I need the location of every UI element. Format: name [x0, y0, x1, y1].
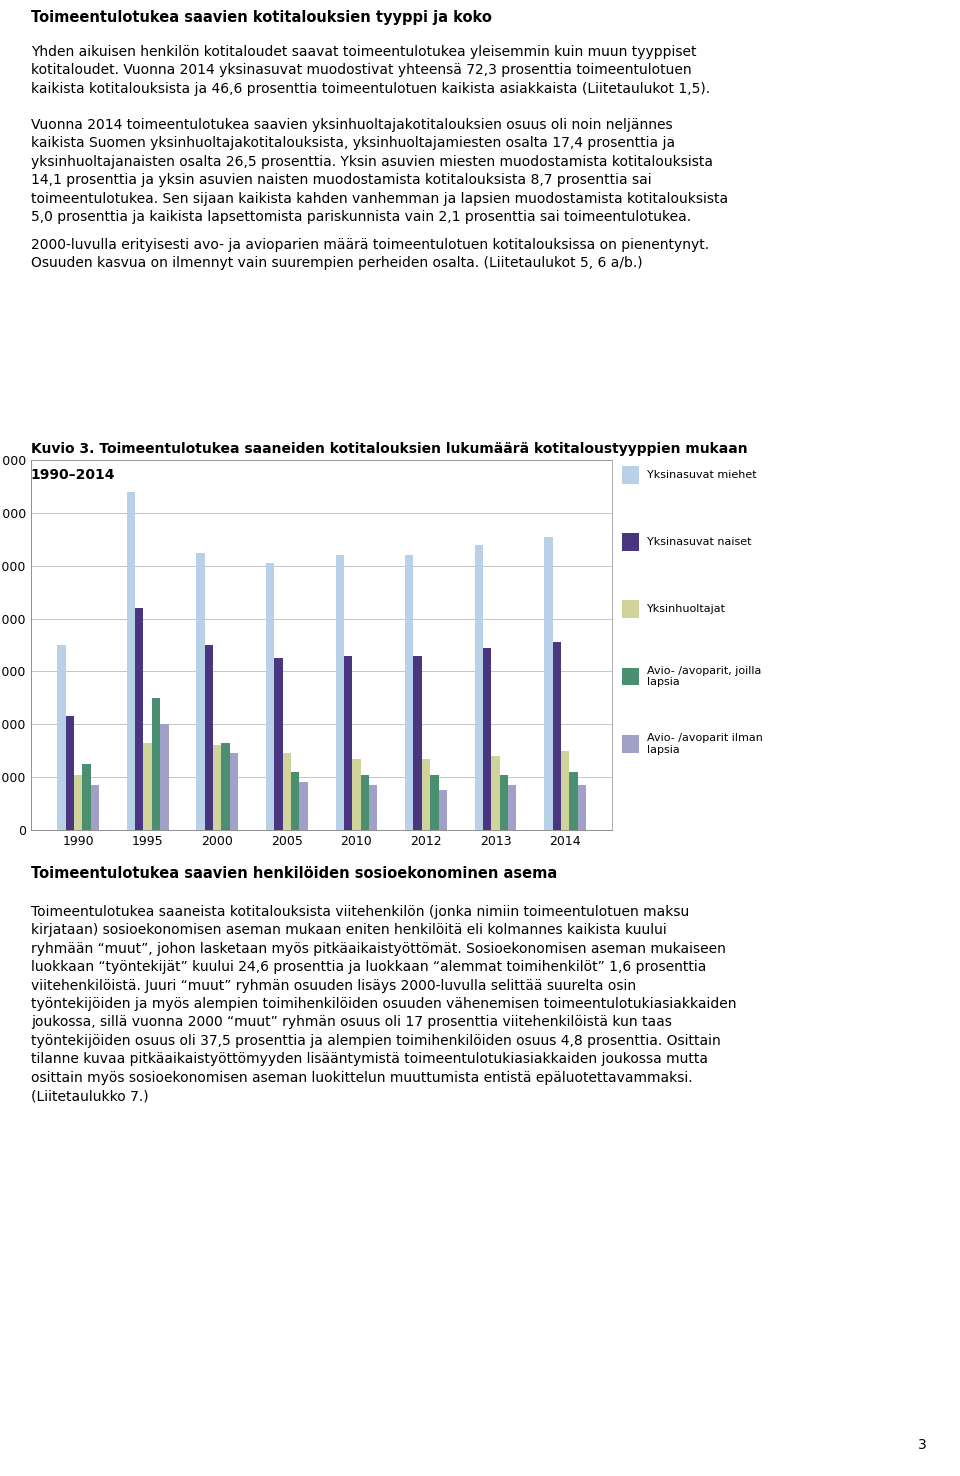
Bar — [335, 555, 344, 830]
Bar — [430, 775, 439, 830]
Bar — [160, 725, 169, 830]
Bar — [275, 658, 282, 830]
Bar — [74, 775, 83, 830]
Text: Vuonna 2014 toimeentulotukea saavien yksinhuoltajakotitalouksien osuus oli noin : Vuonna 2014 toimeentulotukea saavien yks… — [31, 118, 728, 224]
Bar — [135, 608, 143, 830]
Bar — [197, 552, 204, 830]
Bar — [369, 785, 377, 830]
Text: Avio- /avoparit ilman
lapsia: Avio- /avoparit ilman lapsia — [647, 734, 763, 754]
Bar — [266, 562, 275, 830]
Bar — [474, 545, 483, 830]
Text: Yksinasuvat naiset: Yksinasuvat naiset — [647, 537, 752, 548]
Text: Toimeentulotukea saaneista kotitalouksista viitehenkilön (jonka nimiin toimeentu: Toimeentulotukea saaneista kotitalouksis… — [31, 905, 736, 1103]
Bar — [65, 716, 74, 830]
Text: Yhden aikuisen henkilön kotitaloudet saavat toimeentulotukea yleisemmin kuin muu: Yhden aikuisen henkilön kotitaloudet saa… — [31, 44, 709, 96]
Text: Kuvio 3. Toimeentulotukea saaneiden kotitalouksien lukumäärä kotitaloustyyppien : Kuvio 3. Toimeentulotukea saaneiden koti… — [31, 441, 747, 456]
Bar — [204, 645, 213, 830]
Bar — [344, 655, 352, 830]
Text: 2000-luvulla erityisesti avo- ja avioparien määrä toimeentulotuen kotitalouksiss: 2000-luvulla erityisesti avo- ja aviopar… — [31, 238, 708, 270]
Bar — [229, 753, 238, 830]
Bar — [213, 745, 222, 830]
Bar — [553, 642, 561, 830]
Text: 3: 3 — [918, 1439, 926, 1452]
Bar — [421, 759, 430, 830]
Bar — [361, 775, 369, 830]
Bar — [561, 751, 569, 830]
Bar — [83, 765, 90, 830]
Bar — [578, 785, 586, 830]
Bar — [483, 648, 492, 830]
Bar — [127, 492, 135, 830]
Text: 1990–2014: 1990–2014 — [31, 468, 115, 483]
Bar — [569, 772, 578, 830]
Bar — [544, 537, 553, 830]
Bar — [352, 759, 361, 830]
Bar — [282, 753, 291, 830]
Bar — [405, 555, 414, 830]
Bar — [90, 785, 99, 830]
Bar — [508, 785, 516, 830]
Bar — [291, 772, 300, 830]
Bar — [143, 742, 152, 830]
Text: Toimeentulotukea saavien henkilöiden sosioekonominen asema: Toimeentulotukea saavien henkilöiden sos… — [31, 866, 557, 881]
Text: Yksinhuoltajat: Yksinhuoltajat — [647, 604, 726, 614]
Text: Toimeentulotukea saavien kotitalouksien tyyppi ja koko: Toimeentulotukea saavien kotitalouksien … — [31, 10, 492, 25]
Bar — [300, 782, 308, 830]
Bar — [492, 756, 500, 830]
Bar — [222, 742, 229, 830]
Bar — [58, 645, 65, 830]
Bar — [152, 698, 160, 830]
Text: Avio- /avoparit, joilla
lapsia: Avio- /avoparit, joilla lapsia — [647, 666, 761, 688]
Bar — [439, 790, 446, 830]
Bar — [500, 775, 508, 830]
Bar — [414, 655, 421, 830]
Text: Yksinasuvat miehet: Yksinasuvat miehet — [647, 469, 756, 480]
